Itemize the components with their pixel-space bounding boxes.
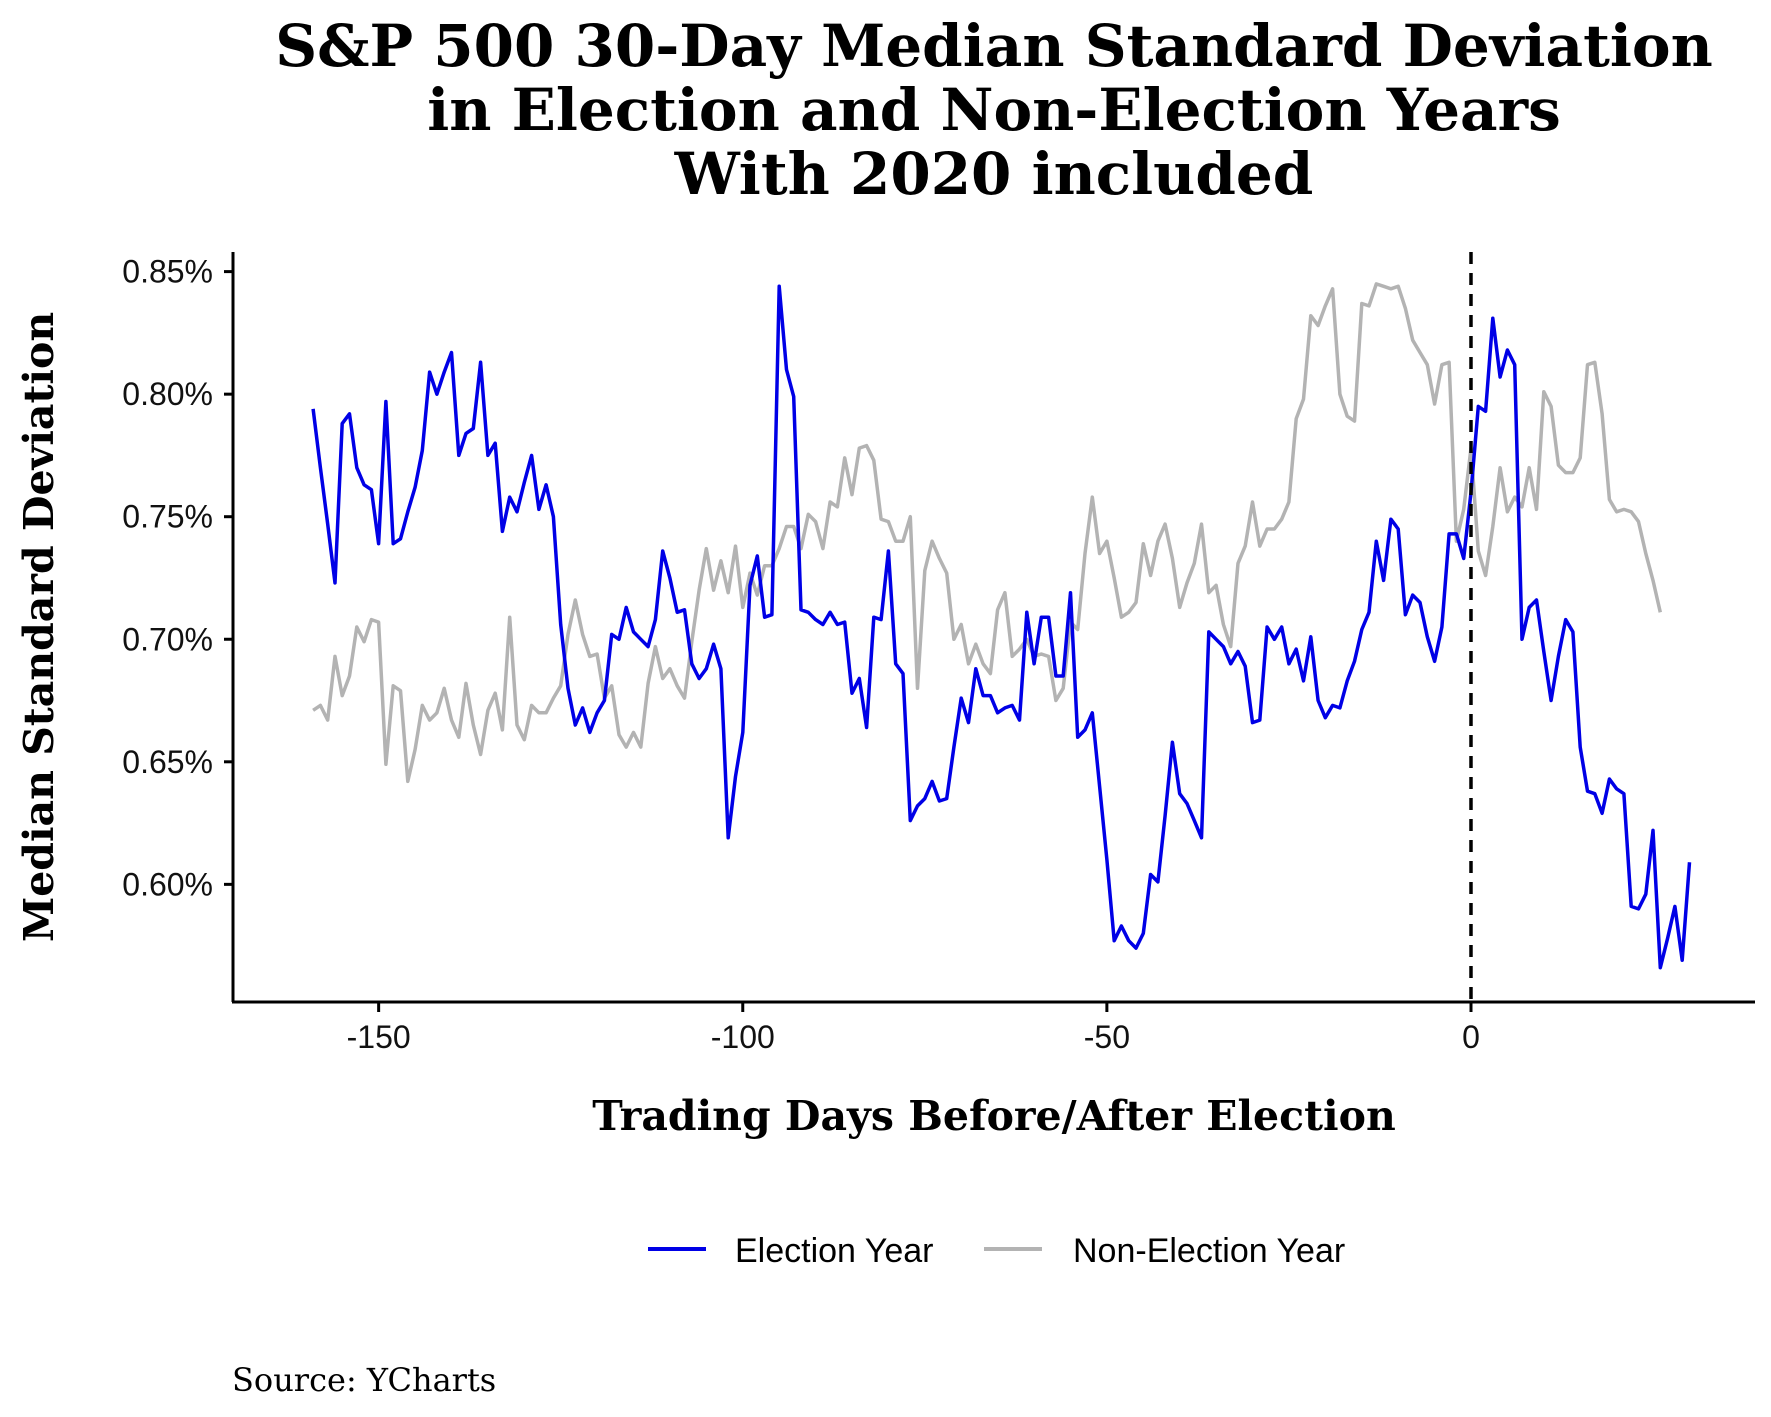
y-tick-label: 0.85%	[122, 254, 213, 290]
x-tick-label: -150	[347, 1019, 411, 1055]
y-tick-label: 0.70%	[122, 621, 213, 657]
legend-label-non-election-year: Non-Election Year	[1073, 1232, 1345, 1270]
y-axis-label: Median Standard Deviation	[15, 312, 63, 942]
x-tick-label: -100	[711, 1019, 775, 1055]
y-tick-label: 0.60%	[122, 866, 213, 902]
y-tick-label: 0.65%	[122, 744, 213, 780]
plot-area: 0.60%0.65%0.70%0.75%0.80%0.85% -150 -100-…	[122, 252, 1755, 1055]
y-tick-label: 0.80%	[122, 376, 213, 412]
x-tick-label: -50	[1084, 1019, 1130, 1055]
y-tick-label: 0.75%	[122, 499, 213, 535]
series-line-non-election-year	[312, 282, 1663, 784]
chart-title: S&P 500 30-Day Median Standard Deviation…	[275, 12, 1713, 208]
y-axis-ticks: 0.60% 0.65% 0.70% 0.75% 0.80% 0.85%	[122, 254, 233, 902]
chart-title-line-2: in Election and Non-Election Years	[427, 76, 1561, 144]
series-line-election-year	[311, 284, 1692, 970]
legend-label-election-year: Election Year	[735, 1232, 934, 1270]
source-note: Source: YCharts	[232, 1361, 496, 1399]
x-axis-ticks: -150 -100 -50 0	[347, 1002, 1480, 1055]
chart-title-line-1: S&P 500 30-Day Median Standard Deviation	[275, 12, 1713, 80]
x-tick-label: 0	[1462, 1019, 1480, 1055]
x-axis-label: Trading Days Before/After Election	[592, 1092, 1396, 1140]
series-layer	[311, 282, 1692, 970]
chart-title-line-3: With 2020 included	[674, 140, 1314, 208]
legend: Election Year Non-Election Year	[648, 1232, 1345, 1270]
